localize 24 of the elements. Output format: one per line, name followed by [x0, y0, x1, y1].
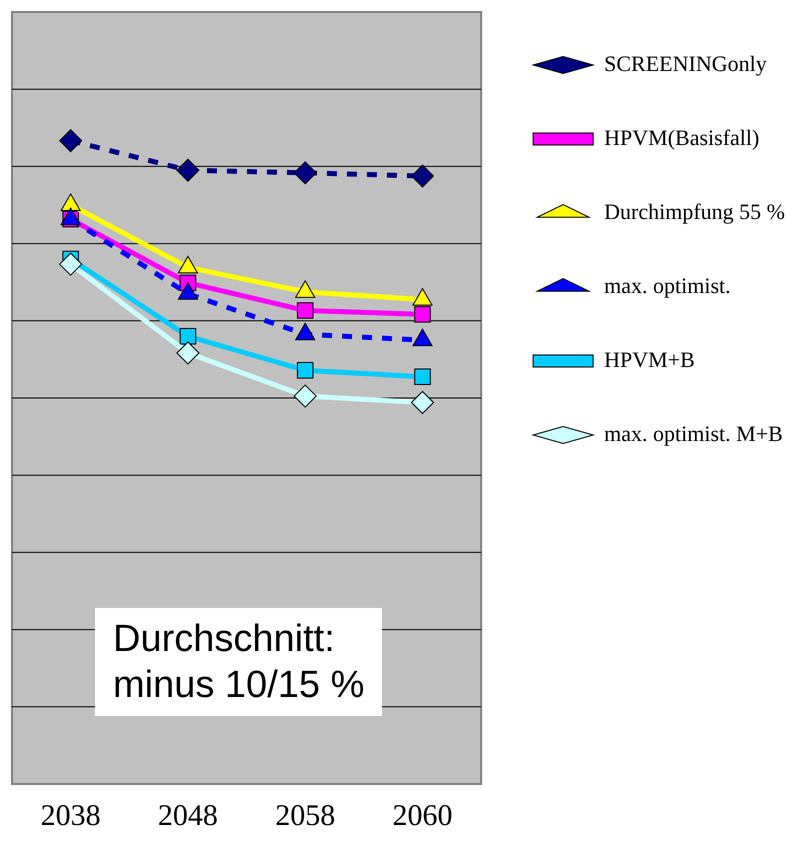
point [411, 164, 434, 188]
point [296, 362, 314, 379]
point [294, 161, 317, 184]
point [180, 328, 196, 345]
point [414, 306, 431, 323]
x-tick-label: 2048 [158, 798, 218, 832]
legend-label: HPVM(Basisfall) [604, 124, 760, 150]
point [414, 368, 431, 386]
point [59, 129, 82, 152]
point [59, 252, 82, 276]
point [296, 302, 314, 319]
annotation: Durchschnitt: minus 10/15 % [95, 608, 382, 716]
x-tick-label: 2058 [275, 798, 336, 832]
legend-label: SCREENINGonly [604, 50, 767, 76]
point [294, 384, 317, 408]
legend-label: HPVM+B [604, 346, 695, 372]
point [411, 391, 434, 414]
legend-label: max. optimist. [604, 272, 731, 298]
x-tick-label: 2060 [392, 798, 452, 832]
point [176, 158, 200, 182]
legend-label: max. optimist. M+B [604, 420, 783, 446]
point [176, 341, 200, 364]
x-tick-label: 2038 [40, 798, 101, 832]
legend-label: Durchimpfung 55 % [604, 198, 786, 224]
